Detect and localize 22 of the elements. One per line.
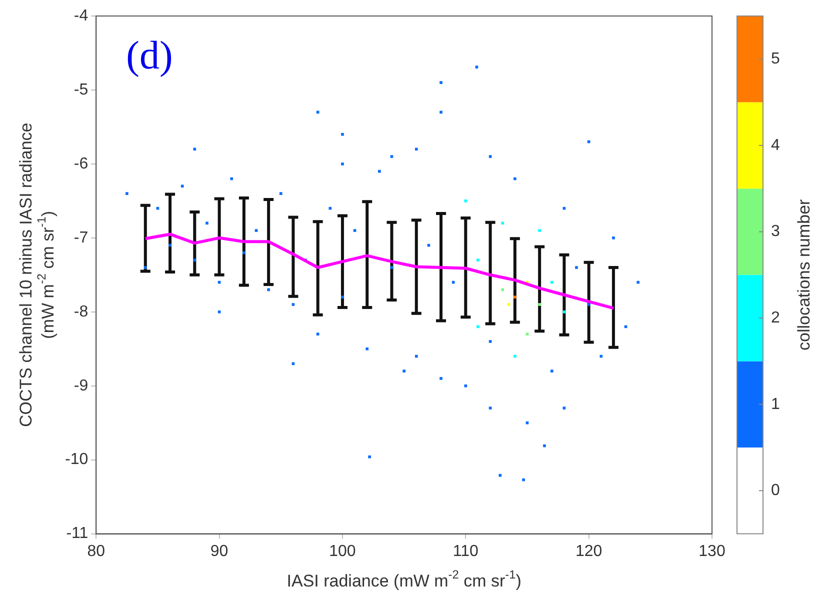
color-bar-label: 2: [771, 309, 780, 326]
color-bar-label: 1: [771, 396, 780, 413]
color-bar-label: 3: [771, 223, 780, 240]
y-tick-label: -8: [74, 303, 88, 320]
y-tick-label: -6: [74, 155, 88, 172]
color-bar-label: 5: [771, 50, 780, 68]
x-tick-label: 100: [329, 542, 356, 560]
color-bar-label: 0: [771, 482, 780, 500]
y-tick-label: -9: [74, 377, 88, 394]
y-tick-label: -4: [74, 7, 88, 24]
x-tick-label: 110: [452, 542, 478, 560]
y-tick-label: -5: [74, 81, 88, 98]
x-tick-label: 90: [210, 542, 228, 560]
y-tick-label: -11: [66, 525, 88, 542]
color-bar-label: 4: [771, 136, 780, 154]
x-tick-label: 130: [698, 542, 726, 560]
x-tick-label: 120: [575, 542, 602, 560]
annotation: (d): [126, 32, 173, 78]
y-tick-label: -10: [65, 451, 88, 468]
y-tick-label: -7: [74, 229, 88, 246]
color-bar-title: collocations number: [794, 198, 814, 350]
x-tick-label: 80: [87, 542, 106, 560]
